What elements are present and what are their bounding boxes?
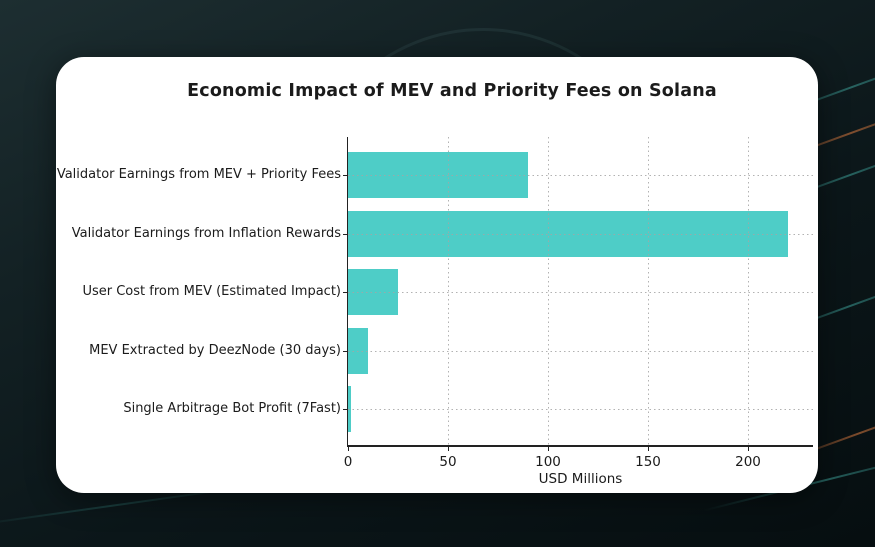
category-label: Single Arbitrage Bot Profit (7Fast) [123,401,341,416]
vertical-gridline [548,137,549,445]
y-tick-mark [343,350,348,352]
bar [348,269,398,315]
vertical-gridline [748,137,749,445]
x-tick-mark [548,446,549,451]
category-label: Validator Earnings from Inflation Reward… [71,225,341,241]
y-tick-mark [343,292,348,293]
bar [348,152,528,198]
x-tick-label: 50 [439,454,457,470]
chart-title: Economic Impact of MEV and Priority Fees… [187,81,717,101]
x-tick-label: 200 [735,454,761,470]
chart-card: Economic Impact of MEV and Priority Fees… [56,57,818,493]
x-axis-label: USD Millions [538,471,623,487]
x-tick-label: 0 [343,454,353,470]
x-tick-mark [748,446,749,451]
vertical-gridline [648,137,649,445]
y-tick-mark [343,233,348,235]
bar [348,386,351,432]
y-tick-mark [343,175,348,176]
horizontal-gridline [348,292,813,293]
x-tick-label: 150 [635,454,661,470]
x-tick-mark [448,446,449,451]
y-tick-mark [343,409,348,410]
horizontal-gridline [348,409,813,410]
category-label: MEV Extracted by DeezNode (30 days) [89,342,341,358]
bar [348,210,788,257]
category-label: Validator Earnings from MEV + Priority F… [56,167,341,182]
x-axis-spine [346,445,813,447]
horizontal-gridline [348,350,813,352]
x-tick-mark [348,446,349,451]
x-tick-label: 100 [535,454,561,470]
y-axis-spine [346,137,348,447]
bar [348,327,368,374]
category-label: User Cost from MEV (Estimated Impact) [82,284,341,299]
x-tick-mark [648,446,649,451]
